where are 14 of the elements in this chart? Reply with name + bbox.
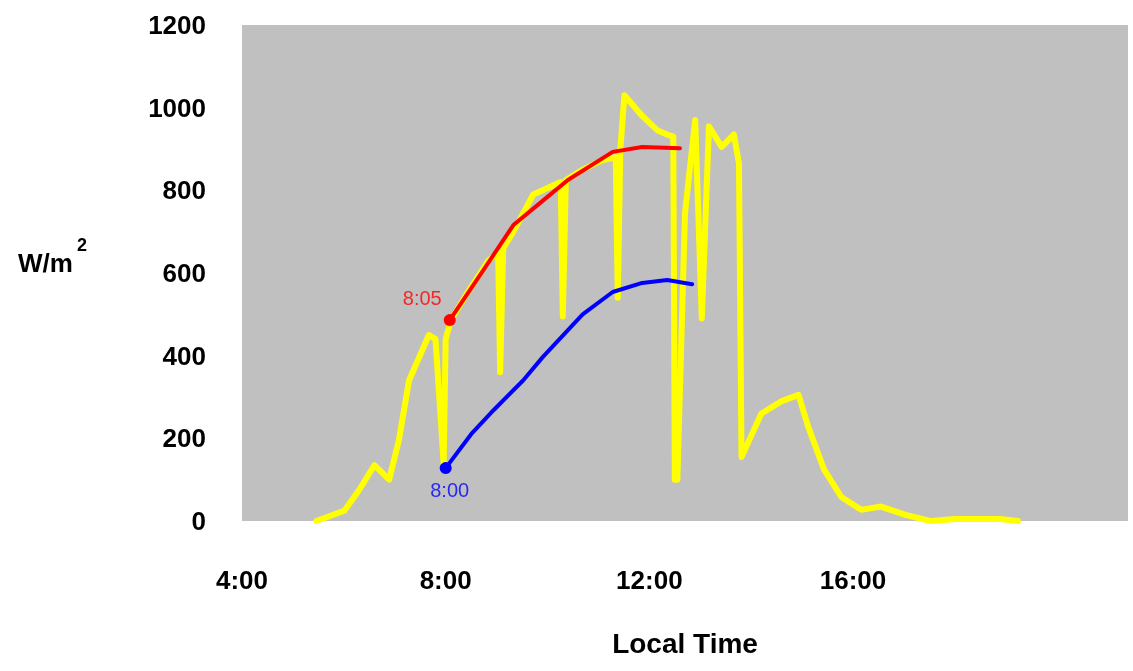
annotation: 8:05: [402, 287, 442, 310]
annotation: 8:00: [430, 479, 470, 502]
y-tick-label: 0: [191, 506, 206, 536]
x-tick-label: 4:00: [215, 565, 269, 595]
y-tick-label: 600: [162, 258, 206, 288]
y-tick-label: 400: [162, 340, 206, 371]
x-tick-label: 12:00: [616, 565, 683, 595]
x-tick-label: 8:00: [419, 565, 472, 595]
x-tick-label: 16:00: [819, 565, 887, 595]
y-tick-label: 200: [162, 423, 206, 454]
x-axis-title: Local Time: [612, 627, 758, 659]
y-tick-label: 800: [162, 175, 206, 206]
y-tick-label: 1000: [148, 92, 206, 123]
y-tick-label: 1200: [148, 10, 206, 40]
